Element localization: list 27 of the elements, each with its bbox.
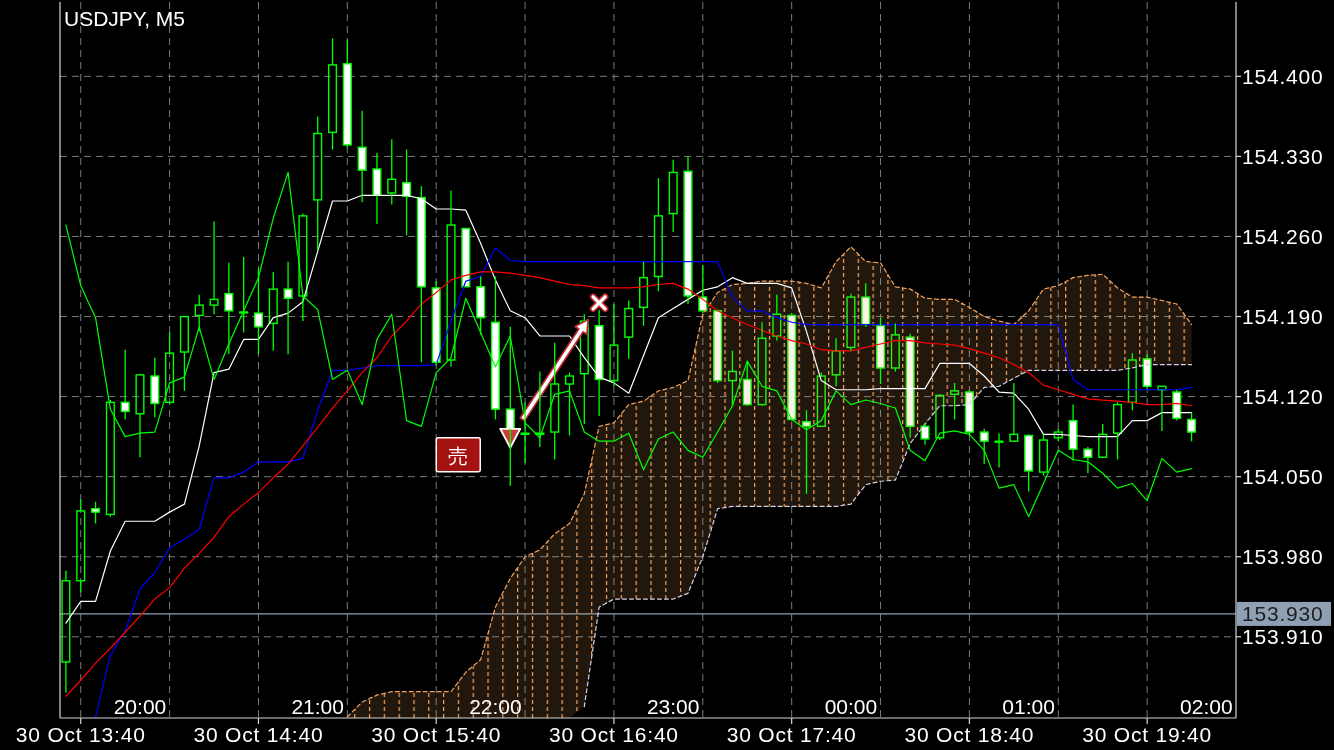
y-tick-label: 154.050 <box>1242 465 1324 489</box>
chart-title: USDJPY, M5 <box>64 7 185 30</box>
x-tick-label: 30 Oct 15:40 <box>371 723 502 746</box>
x2-tick-label: 23:00 <box>646 695 700 718</box>
x-tick-label: 30 Oct 18:40 <box>904 723 1035 746</box>
annotation: 売 <box>435 437 481 473</box>
x2-tick-label: 01:00 <box>1002 695 1055 718</box>
y-tick-label: 154.120 <box>1242 385 1324 409</box>
y-tick-label: 154.400 <box>1242 64 1324 88</box>
x-tick-label: 30 Oct 14:40 <box>193 723 324 746</box>
ref-label: 153.930 <box>1237 601 1331 626</box>
x2-tick-label: 20:00 <box>113 695 167 718</box>
y-tick-label: 154.330 <box>1242 144 1324 168</box>
y-tick-label: 153.980 <box>1242 545 1324 569</box>
x-tick-label: 30 Oct 13:40 <box>15 723 146 746</box>
x-tick-label: 30 Oct 16:40 <box>549 723 679 746</box>
ref-line-label: 153.930 <box>1242 602 1324 626</box>
x-tick-label: 30 Oct 19:40 <box>1082 723 1213 746</box>
x2-tick-label: 21:00 <box>291 695 344 718</box>
x2-tick-label: 02:00 <box>1180 695 1233 718</box>
y-tick-label: 154.190 <box>1242 305 1324 329</box>
x-tick-label: 30 Oct 17:40 <box>726 723 857 746</box>
x2-tick-label: 00:00 <box>824 695 878 718</box>
y-tick-label: 153.910 <box>1242 625 1324 649</box>
annotation: 売 <box>448 444 469 467</box>
x2-tick-label: 22:00 <box>469 695 522 718</box>
y-tick-label: 154.260 <box>1242 224 1324 248</box>
